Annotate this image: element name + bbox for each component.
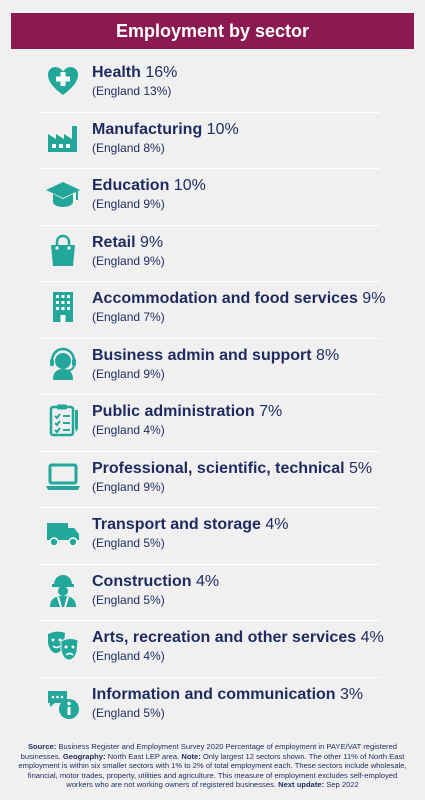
sector-line: Construction 4% [92, 572, 219, 592]
next-update-text: Sep 2022 [326, 780, 359, 790]
row-divider [38, 168, 380, 169]
sector-line: Accommodation and food services 9% [92, 289, 385, 309]
sector-row: Accommodation and food services 9% (Engla… [38, 283, 385, 331]
england-comparison: (England 13%) [92, 84, 172, 98]
row-divider [38, 677, 380, 678]
sector-value: 4% [196, 573, 220, 590]
sector-value: 7% [259, 403, 283, 420]
sector-name: Public administration [92, 403, 255, 420]
england-comparison: (England 4%) [92, 649, 165, 663]
clipboard-icon [45, 402, 81, 438]
hard-hat-worker-icon [45, 572, 81, 608]
sector-line: Arts, recreation and other services 4% [92, 628, 384, 648]
source-label: Source: [27, 742, 57, 751]
sector-name: Professional, scientific, technical [92, 460, 345, 477]
row-divider [38, 507, 380, 508]
sector-row: Information and communication 3% (England… [38, 679, 380, 727]
england-comparison: (England 9%) [92, 367, 165, 381]
sector-value: 8% [316, 347, 340, 364]
sector-row: Education 10% (England 9%) [38, 170, 380, 218]
sector-row: Manufacturing 10% (England 8%) [38, 114, 380, 162]
truck-icon [45, 515, 81, 551]
sector-line: Health 16% [92, 63, 177, 83]
sector-name: Retail [92, 234, 136, 251]
health-icon [45, 63, 81, 99]
england-comparison: (England 5%) [92, 536, 165, 550]
sector-value: 16% [145, 64, 178, 81]
building-icon [45, 289, 81, 325]
sector-name: Accommodation and food services [92, 290, 358, 307]
row-divider [38, 112, 380, 113]
note-label: Note: [181, 751, 201, 761]
sector-row: Retail 9% (England 9%) [38, 227, 380, 275]
graduation-cap-icon [45, 176, 81, 212]
theatre-masks-icon [45, 628, 81, 664]
sector-line: Transport and storage 4% [92, 515, 289, 535]
sector-name: Manufacturing [92, 121, 203, 138]
sector-name: Health [92, 64, 141, 81]
sector-value: 9% [140, 234, 164, 251]
sector-value: 3% [340, 686, 364, 703]
sector-line: Information and communication 3% [92, 685, 363, 705]
sector-line: Retail 9% [92, 233, 165, 253]
row-divider [38, 338, 380, 339]
chart-title: Employment by sector [11, 13, 414, 49]
row-divider [38, 564, 380, 565]
sector-value: 9% [362, 290, 386, 307]
sector-row: Professional, scientific, technical 5% (E… [38, 453, 380, 501]
sector-name: Information and communication [92, 686, 336, 703]
england-comparison: (England 7%) [92, 310, 165, 324]
note-text: Only largest 12 sectors shown. The other… [18, 751, 407, 790]
laptop-icon [45, 459, 81, 495]
england-comparison: (England 5%) [92, 593, 165, 607]
row-divider [38, 281, 380, 282]
row-divider [38, 620, 380, 621]
sector-row: Transport and storage 4% (England 5%) [38, 509, 380, 557]
england-comparison: (England 8%) [92, 141, 165, 155]
headset-icon [45, 346, 81, 382]
sector-name: Education [92, 177, 170, 194]
sector-line: Business admin and support 8% [92, 346, 339, 366]
sector-value: 5% [348, 460, 373, 477]
sector-line: Education 10% [92, 176, 206, 196]
england-comparison: (England 4%) [92, 423, 165, 437]
england-comparison: (England 9%) [92, 254, 165, 268]
england-comparison: (England 9%) [92, 197, 165, 211]
shopping-bag-icon [45, 233, 81, 269]
sector-line: Manufacturing 10% [92, 120, 239, 140]
next-update-label: Next update: [278, 780, 325, 790]
sector-row: Construction 4% (England 5%) [38, 566, 380, 614]
factory-icon [45, 120, 81, 156]
sector-row: Arts, recreation and other services 4% (E… [38, 622, 384, 670]
sector-row: Public administration 7% (England 4%) [38, 396, 380, 444]
source-footnote: Source: Business Register and Employment… [14, 742, 411, 790]
sector-value: 10% [206, 121, 239, 138]
geography-label: Geography: [62, 751, 106, 761]
geography-text: North East LEP area. [107, 751, 180, 761]
sector-row: Health 16% (England 13%) [38, 57, 380, 105]
sector-value: 4% [265, 516, 289, 533]
sector-line: Public administration 7% [92, 402, 282, 422]
sector-name: Business admin and support [92, 347, 312, 364]
england-comparison: (England 9%) [92, 480, 165, 494]
source-text: Business Register and Employment Survey … [20, 742, 398, 761]
sector-name: Transport and storage [92, 516, 261, 533]
england-comparison: (England 5%) [92, 706, 165, 720]
sector-value: 4% [360, 629, 384, 646]
row-divider [38, 225, 380, 226]
row-divider [38, 451, 380, 452]
sector-name: Arts, recreation and other services [92, 629, 357, 646]
row-divider [38, 394, 380, 395]
sector-name: Construction [92, 573, 192, 590]
sector-row: Business admin and support 8% (England 9%… [38, 340, 380, 388]
sector-line: Professional, scientific, technical 5% [92, 459, 372, 479]
info-chat-icon [45, 685, 81, 721]
sector-value: 10% [173, 177, 206, 194]
